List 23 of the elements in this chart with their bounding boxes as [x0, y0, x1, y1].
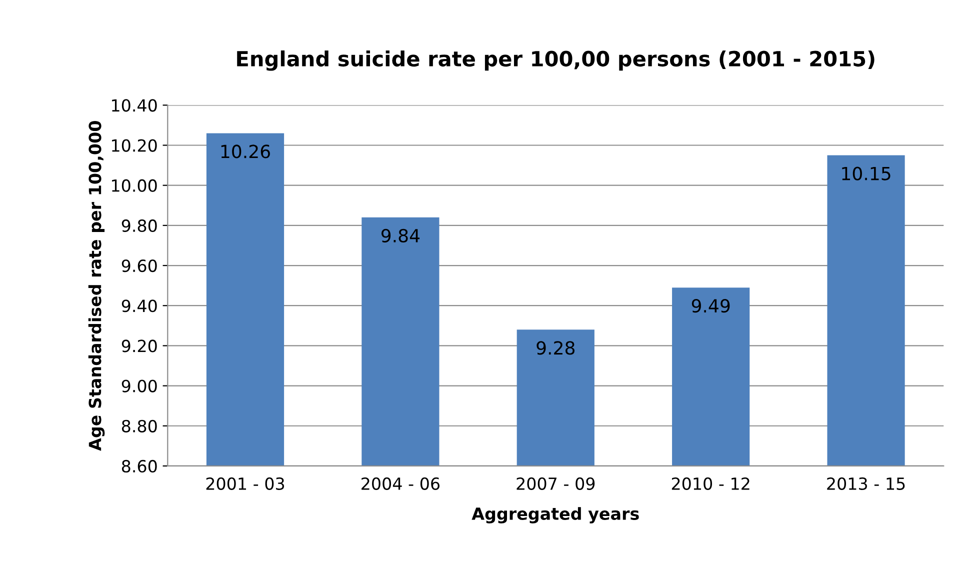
y-tick-label: 8.80 [122, 420, 157, 432]
data-label: 9.84 [381, 228, 420, 242]
y-tick-label: 9.60 [122, 259, 157, 272]
y-tick-label: 9.40 [122, 300, 157, 312]
data-label: 9.28 [536, 341, 575, 355]
y-tick-label: 9.80 [122, 219, 157, 232]
data-label: 9.49 [692, 298, 730, 313]
x-tick-label: 2010 - 12 [672, 477, 750, 490]
y-tick-label: 9.00 [122, 380, 157, 392]
x-tick-label: 2001 - 03 [206, 477, 284, 490]
data-label: 10.26 [221, 144, 270, 158]
chart-title: England suicide rate per 100,00 persons (2001 - 2015) [237, 50, 874, 71]
y-tick-label: 9.20 [122, 340, 157, 352]
x-tick-label: 2007 - 09 [516, 477, 595, 490]
x-tick-label: 2013 - 15 [827, 477, 905, 490]
y-tick-label: 8.60 [122, 460, 157, 473]
y-tick-label: 10.40 [112, 99, 157, 112]
x-axis-title: Aggregated years [472, 507, 639, 524]
y-axis-title: Age Standardised rate per 100,000 [88, 120, 105, 451]
data-label: 10.15 [842, 166, 890, 180]
x-tick-label: 2004 - 06 [362, 477, 440, 490]
y-tick-label: 10.20 [112, 139, 157, 152]
y-tick-label: 10.00 [112, 179, 157, 192]
